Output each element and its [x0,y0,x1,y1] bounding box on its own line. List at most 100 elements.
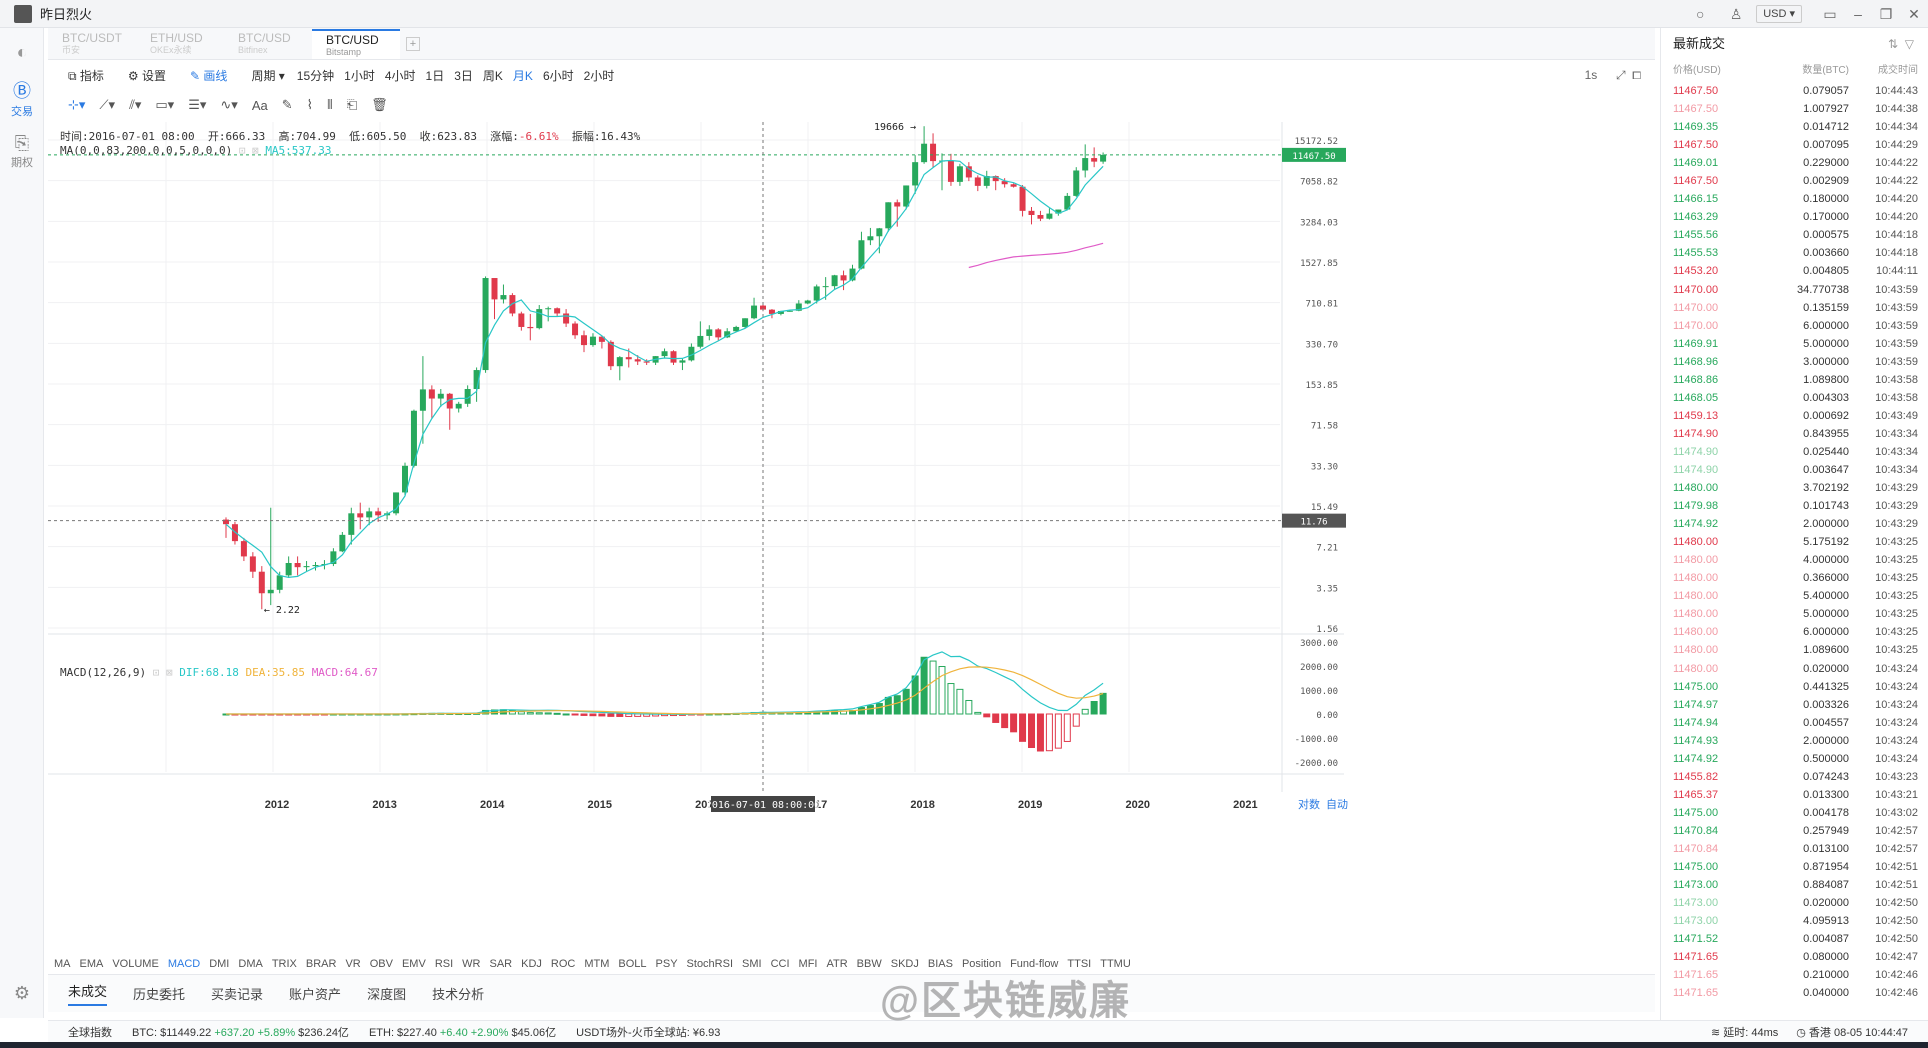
candle-body [715,329,722,338]
indicator-option[interactable]: MFI [798,958,818,970]
candle-body [312,565,319,567]
indicator-option[interactable]: RSI [434,958,454,970]
ma-info: MA(0,0,83,200,0,0,5,0,0,0) ⊡ ⊠ MA5:537.3… [60,144,332,157]
indicator-option[interactable]: SAR [489,958,513,970]
drawing-tool-icon[interactable]: ✎ [281,97,293,112]
indicator-option[interactable]: MA [54,958,71,970]
interval-option[interactable]: 15分钟 [296,68,335,83]
period-select[interactable]: 周期 ▾ [251,68,285,83]
indicator-option[interactable]: BOLL [618,958,647,970]
minimize-icon[interactable]: – [1854,6,1862,22]
interval-option[interactable]: 3日 [454,68,473,83]
indicator-option[interactable]: TTSI [1067,958,1092,970]
indicator-option[interactable]: PSY [655,958,678,970]
pair-tab[interactable]: BTC/USD Bitfinex [224,29,312,59]
interval-option[interactable]: 2小时 [583,68,615,83]
drawing-tool-icon[interactable]: ⌇ [306,97,313,112]
shirt-icon[interactable]: ♙ [1729,5,1743,22]
nav-option[interactable]: ⎘ 期权 [0,133,44,170]
candle-body [903,185,910,207]
drawing-tool-icon[interactable]: ⊹▾ [68,97,86,112]
indicator-option[interactable]: BIAS [927,958,953,970]
indicator-option[interactable]: VR [345,958,361,970]
bottom-tab[interactable]: 账户资产 [289,987,342,1002]
indicator-option[interactable]: BBW [856,958,882,970]
indicator-option[interactable]: SMI [742,958,762,970]
indicator-option[interactable]: DMI [209,958,230,970]
indicator-option[interactable]: Fund-flow [1010,958,1059,970]
indicator-option[interactable]: Position [961,958,1002,970]
search-icon[interactable]: ○ [1695,6,1705,22]
chart-area[interactable]: 15172.52 7058.82 3284.03 1527.85 710.81 330.7… [48,122,1655,974]
trade-row: 11467.50 0.007095 10:44:29 [1661,136,1928,154]
indicator-option[interactable]: StochRSI [686,958,734,970]
indicator-option[interactable]: TRIX [271,958,297,970]
indicator-option[interactable]: BRAR [305,958,337,970]
candle-body [446,393,453,409]
indicator-option[interactable]: DMA [238,958,263,970]
drawing-tool-icon[interactable]: Aa [251,97,268,113]
interval-option[interactable]: 周K [482,68,503,83]
drawing-tool-icon[interactable]: ☰▾ [188,97,207,112]
interval-option[interactable]: 1日 [425,68,445,83]
time-axis-label: 2013 [372,799,396,811]
bottom-tab[interactable]: 历史委托 [133,987,186,1002]
drawing-tool-icon[interactable]: ▭▾ [155,97,175,112]
settings-button[interactable]: ⚙ 设置 [127,68,167,83]
currency-select[interactable]: USD ▾ [1756,5,1802,23]
draw-button[interactable]: ✎ 画线 [190,68,228,83]
bottom-tab[interactable]: 买卖记录 [211,987,264,1002]
indicator-option[interactable]: WR [462,958,481,970]
candle-body [858,240,865,269]
pair-tab[interactable]: BTC/USD Bitstamp [312,29,400,59]
ma-settings-icon[interactable]: ⊡ ⊠ [238,144,259,157]
drawing-tool-icon[interactable]: ⎗ [346,97,358,112]
drawing-tool-icon[interactable]: ⟋▾ [99,97,116,112]
trade-qty: 5.000000 [1803,608,1849,621]
bottom-tab[interactable]: 未成交 [68,981,108,1006]
indicator-option[interactable]: EMV [401,958,426,970]
indicator-option[interactable]: ATR [826,958,848,970]
indicator-option[interactable]: SKDJ [890,958,919,970]
indicator-option[interactable]: TTMU [1100,958,1131,970]
indicator-button[interactable]: ⧉ 指标 [68,68,104,83]
drawing-tool-icon[interactable]: ⦀ [326,97,333,112]
trade-row: 11475.00 0.004178 10:43:02 [1661,804,1928,822]
drawing-tool-icon[interactable]: 🗑 [371,97,388,112]
kline-chart[interactable]: 15172.52 7058.82 3284.03 1527.85 710.81 330.7… [48,122,1655,974]
indicator-option[interactable]: CCI [770,958,790,970]
indicator-option[interactable]: ROC [550,958,576,970]
macd-settings-icon[interactable]: ⊡ ⊠ [152,666,173,679]
indicator-option[interactable]: MTM [584,958,610,970]
drawing-tool-icon[interactable]: ∿▾ [220,97,238,112]
indicator-option[interactable]: VOLUME [112,958,159,970]
bottom-tab[interactable]: 深度图 [367,987,407,1002]
pair-tab[interactable]: ETH/USD OKEx永续 [136,29,224,59]
window-icon[interactable]: ▭ [1823,5,1837,22]
global-index[interactable]: 全球指数 [68,1026,112,1039]
interval-option[interactable]: 4小时 [384,68,416,83]
close-icon[interactable]: ✕ [1908,5,1920,22]
logo-icon: ◐ [16,42,28,62]
drawing-tool-icon[interactable]: ⫽▾ [129,97,142,112]
trade-time: 10:42:57 [1875,824,1918,837]
macd-bar [965,699,973,715]
interval-option[interactable]: 月K [512,68,533,83]
indicator-option[interactable]: KDJ [521,958,542,970]
pair-tab[interactable]: BTC/USDT 币安 [48,29,136,59]
settings-icon[interactable]: ⚙ [13,983,31,1003]
indicator-option[interactable]: EMA [79,958,104,970]
indicator-option[interactable]: MACD [167,958,201,970]
interval-option[interactable]: 6小时 [542,68,574,83]
nav-trade[interactable]: Ⓑ 交易 [0,77,44,119]
bottom-tab[interactable]: 技术分析 [432,987,485,1002]
trade-row: 11473.00 4.095913 10:42:50 [1661,912,1928,930]
trade-time: 10:44:34 [1875,121,1918,134]
indicator-option[interactable]: OBV [369,958,393,970]
macd-bar [1054,713,1062,749]
restore-icon[interactable]: ❐ [1879,5,1893,22]
interval-option[interactable]: 1小时 [344,68,375,83]
add-tab-button[interactable]: + [406,37,420,51]
refresh-rate[interactable]: 1s ⤢ ⧠ [1584,67,1641,82]
filter-icon[interactable]: ⇅ ▽ [1888,37,1914,51]
